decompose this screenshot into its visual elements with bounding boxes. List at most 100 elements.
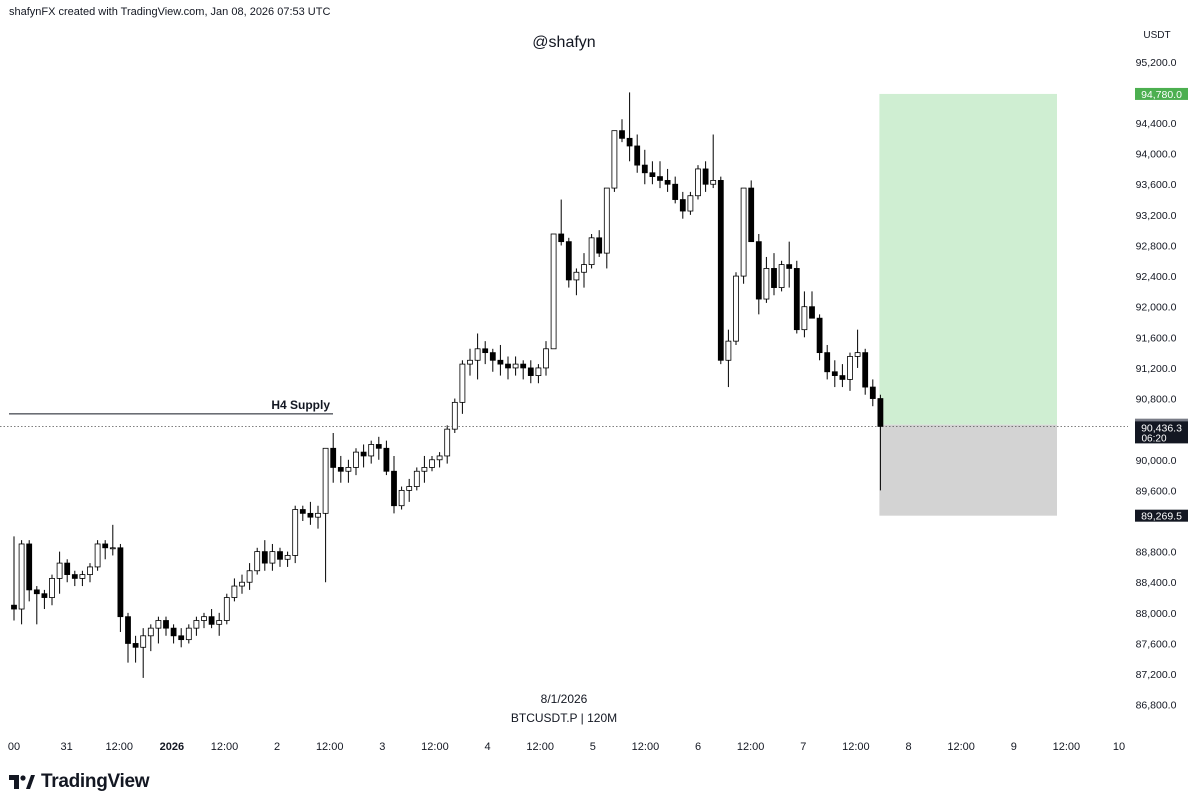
candle [482,341,489,365]
candle [193,616,200,636]
candle [497,344,504,376]
candle [733,272,739,345]
candle-body [383,447,390,472]
candle-body [474,348,481,361]
time-tick-label: 12:00 [1053,741,1081,753]
candle-body [216,620,223,625]
candle [710,134,717,189]
candle-body [527,367,534,376]
candle-body [360,451,367,457]
candle [254,547,261,575]
time-axis: 00 31 12:00 2026 12:00 2 12:00 3 12:00 4 12:00 5 12:… [8,741,1125,753]
candle-body [786,264,793,269]
candle-body [87,566,93,575]
stop-price-badge-text: 89,269.5 [1141,511,1182,523]
candle [771,253,777,296]
tradingview-logo[interactable]: TradingView [9,771,150,793]
candle-body [831,371,838,376]
price-axis: USDT95,200.094,800.094,400.094,000.093,6… [1136,30,1177,712]
candle-body [748,187,755,243]
candle-body [869,386,876,399]
candle [315,505,321,529]
candle-body [429,459,435,468]
price-tick-label: 87,200.0 [1136,669,1177,681]
candle-body [679,199,686,212]
candle [330,432,337,483]
candle [140,628,147,678]
candle [664,168,671,192]
candle-body [588,237,595,266]
candle-body [816,317,823,354]
price-tick-label: 86,800.0 [1136,700,1177,712]
candle [740,187,747,284]
candle [223,593,230,625]
candle [353,448,359,476]
candle [383,440,390,476]
candle [816,314,823,361]
candle [831,360,838,388]
candle [269,543,276,571]
candle-body [862,352,869,388]
candle-body [710,180,717,185]
candle [603,187,610,269]
candle [413,467,420,491]
candle [429,455,435,472]
candle-body [611,130,618,189]
chart-attribution: shafynFX created with TradingView.com, J… [9,6,331,18]
candle-body [178,635,185,641]
candle [748,180,755,243]
candle-body [49,578,55,598]
price-tick-label: 93,200.0 [1136,210,1177,222]
candle [467,348,473,376]
candle [147,624,154,652]
candle-body [353,451,359,468]
candle [679,191,686,219]
candle-body [505,363,511,369]
candle [307,501,314,525]
candle [33,586,40,625]
candle [406,478,413,502]
candle [695,165,701,200]
time-tick-label: 12:00 [211,741,239,753]
candle-body [246,570,253,583]
candle-body [322,447,329,514]
candle-body [337,467,344,472]
candle-body [406,486,413,491]
candle [550,233,557,350]
candle-body [565,241,572,281]
candle [581,253,587,288]
candle-body [201,616,207,621]
candle [702,161,709,192]
candle [49,574,55,606]
candle [11,536,17,621]
candle-body [695,168,701,197]
candle-body [239,581,245,587]
candle [277,547,283,567]
candle [535,364,542,384]
candle [368,440,375,464]
candle-body [649,172,656,177]
candle [611,130,618,192]
candle-body [778,264,785,288]
candle-body [185,627,192,641]
candle-body [839,375,846,380]
candle [869,379,876,407]
candle [459,360,466,414]
candle [26,540,33,602]
candle-body [854,352,861,357]
price-tick-label: 90,800.0 [1136,394,1177,406]
candle [474,333,481,380]
candle [170,624,177,644]
time-tick-label: 00 [8,741,20,753]
candle-body [261,551,268,564]
candle [854,329,861,368]
candle-body [315,512,321,518]
candle-body [299,509,306,514]
candle-body [444,428,451,457]
candle-body [193,620,200,629]
candle-body [79,574,86,579]
candle [565,237,572,288]
candle [299,505,306,522]
candle [41,589,48,610]
